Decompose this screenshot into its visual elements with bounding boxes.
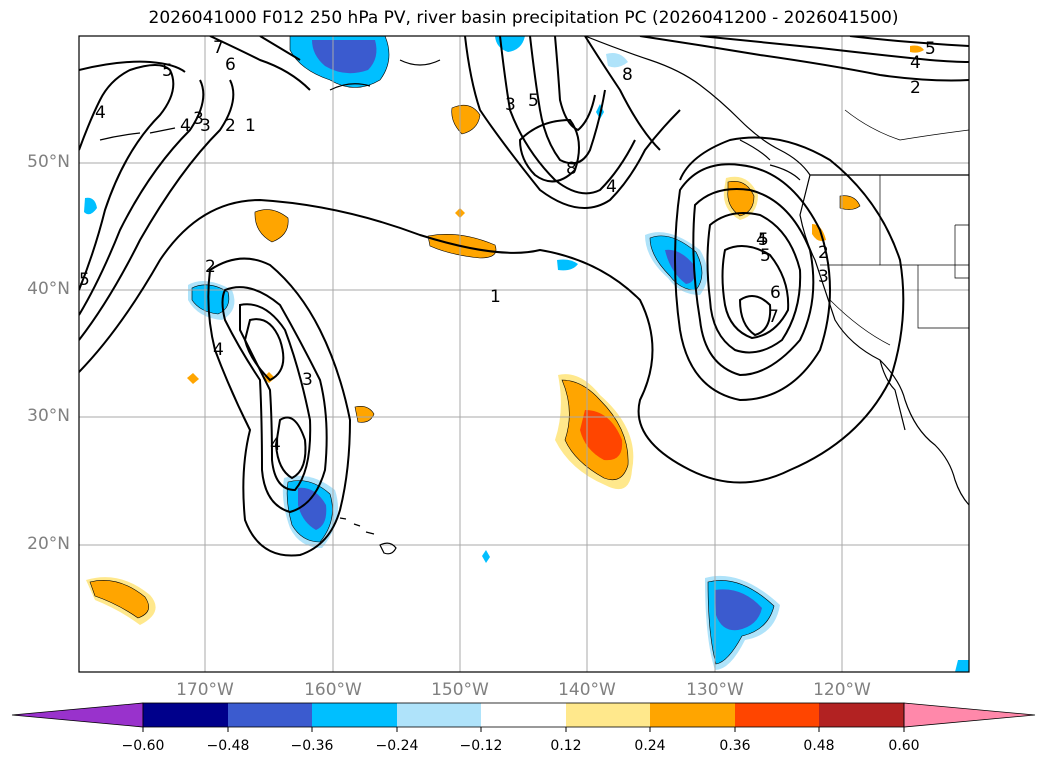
contour-label: 2 — [205, 257, 216, 277]
political-borders — [810, 109, 969, 346]
colorbar-segment — [481, 703, 566, 727]
contour-label: 5 — [162, 61, 173, 81]
colorbar-segment — [397, 703, 481, 727]
colorbar-tick-label: 0.36 — [719, 738, 751, 754]
colorbar-segment — [566, 703, 650, 727]
contour-label: 8 — [622, 65, 633, 85]
contour-label: 2 — [225, 116, 236, 136]
colorbar-segment — [143, 703, 228, 727]
colorbar-extend-min — [11, 702, 144, 728]
map-title: 2026041000 F012 250 hPa PV, river basin … — [148, 8, 899, 28]
contour-label: 2 — [818, 243, 829, 263]
positive-anomaly-patches — [86, 45, 924, 625]
lon-label: 150°W — [431, 680, 489, 700]
contour-label: 4 — [180, 116, 191, 136]
contour-label: 6 — [225, 55, 236, 75]
contour-label: 4 — [213, 340, 224, 360]
lon-label: 160°W — [304, 680, 362, 700]
colorbar-tick-label: −0.12 — [459, 738, 503, 754]
coastlines — [99, 36, 969, 555]
colorbar-tick-label: −0.36 — [290, 738, 334, 754]
map-frame — [78, 35, 970, 673]
contour-label: 5 — [760, 246, 771, 266]
colorbar-segment — [650, 703, 735, 727]
colorbar-segment — [735, 703, 819, 727]
contour-label: 4 — [95, 103, 106, 123]
lon-label: 140°W — [558, 680, 616, 700]
contour-label: 1 — [490, 287, 501, 307]
pv-contour-labels: 7 6 5 4 3 2 1 5 4 3 2 1 3 5 8 8 4 5 4 2 … — [79, 38, 936, 455]
contour-label: 3 — [200, 116, 211, 136]
lat-label: 30°N — [27, 406, 70, 426]
colorbar-segment — [312, 703, 397, 727]
contour-label: 4 — [606, 177, 617, 197]
lon-label: 130°W — [686, 680, 744, 700]
contour-label: 4 — [910, 53, 921, 73]
contour-label: 1 — [245, 116, 256, 136]
precipitation-pc-shading — [84, 36, 969, 672]
colorbar-extend-max — [903, 702, 1036, 728]
colorbar-tick-label: −0.24 — [375, 738, 419, 754]
contour-label: 3 — [302, 370, 313, 390]
contour-label: 5 — [528, 91, 539, 111]
colorbar-tick-label: −0.60 — [121, 738, 165, 754]
contour-label: 5 — [925, 39, 936, 59]
contour-label: 4 — [756, 230, 767, 250]
contour-label: 4 — [270, 435, 281, 455]
contour-label: 3 — [818, 267, 829, 287]
colorbar-tick-label: 0.60 — [888, 738, 920, 754]
contour-label: 8 — [566, 159, 577, 179]
colorbar-segment — [228, 703, 312, 727]
colorbar-segment — [819, 703, 904, 727]
lat-lon-grid — [79, 36, 969, 672]
contour-label: 3 — [193, 109, 204, 129]
contour-label: 6 — [770, 283, 781, 303]
lat-label: 50°N — [27, 152, 70, 172]
lon-label: 120°W — [813, 680, 871, 700]
negative-anomaly-patches — [84, 36, 969, 672]
contour-label: 5 — [79, 270, 90, 290]
colorbar-tick-label: 0.12 — [550, 738, 582, 754]
lat-label: 40°N — [27, 279, 70, 299]
contour-label: 5 — [758, 230, 769, 250]
colorbar-tick-label: 0.24 — [634, 738, 666, 754]
colorbar-tick-label: −0.48 — [206, 738, 250, 754]
colorbar-tick-label: 0.48 — [803, 738, 835, 754]
pv-contours — [79, 36, 969, 557]
colorbar — [11, 702, 1036, 732]
contour-label: 3 — [505, 95, 516, 115]
contour-label: 7 — [213, 38, 224, 58]
contour-label: 7 — [768, 307, 779, 327]
colorbar-border — [142, 702, 905, 728]
lat-label: 20°N — [27, 534, 70, 554]
lon-label: 170°W — [176, 680, 234, 700]
contour-label: 2 — [910, 78, 921, 98]
